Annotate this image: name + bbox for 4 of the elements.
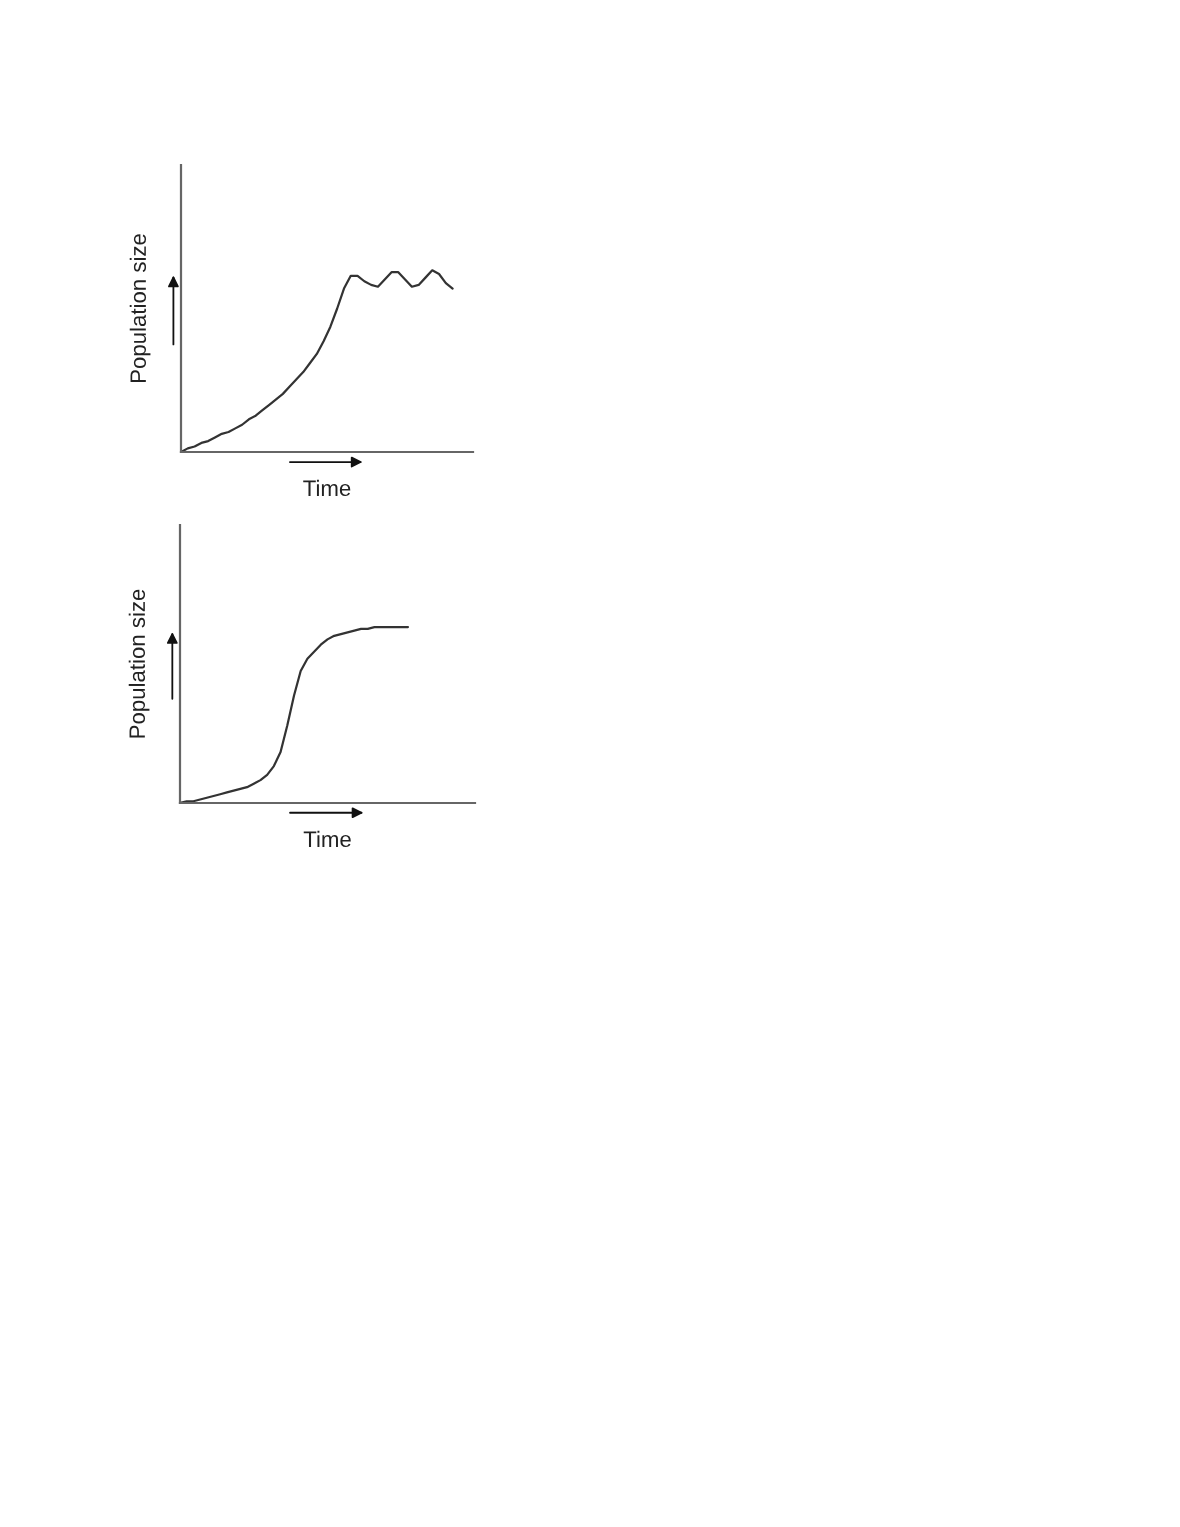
- x-axis-title: Time: [303, 479, 351, 497]
- x-axis-title: Time: [303, 830, 351, 848]
- y-axis-title: Population size: [128, 589, 150, 738]
- y-axis-title: Population size: [129, 234, 151, 383]
